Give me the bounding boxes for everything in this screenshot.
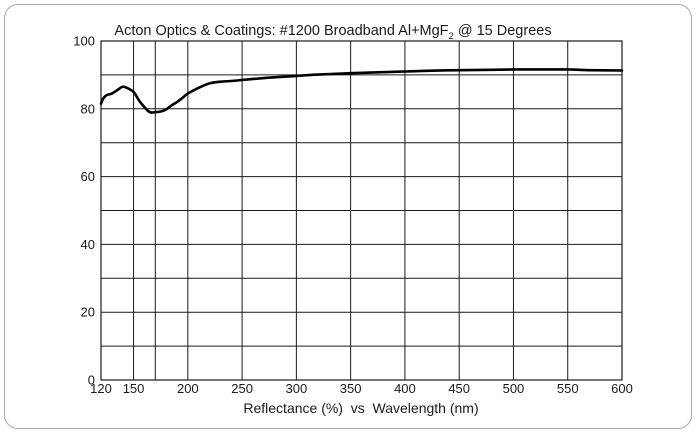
plot-frame [100,40,623,381]
y-tick-label-0: 0 [88,373,95,388]
x-tick-labels: 120 150 200 250 300 350 400 450 500 550 600 [90,381,633,396]
y-tick-label-80: 80 [81,101,95,116]
x-tick-label-200: 200 [177,381,199,396]
chart-title-main: Acton Optics & Coatings: #1200 Broadband… [114,23,448,39]
x-tick-label-350: 350 [340,381,362,396]
chart-title-subscript: 2 [449,31,454,42]
y-tick-label-60: 60 [81,169,95,184]
y-tick-label-20: 20 [81,305,95,320]
x-tick-label-150: 150 [123,381,145,396]
x-tick-label-400: 400 [394,381,416,396]
x-tick-label-300: 300 [286,381,308,396]
x-tick-label-120: 120 [90,381,112,396]
x-tick-label-250: 250 [231,381,253,396]
x-tick-label-500: 500 [503,381,525,396]
x-axis-label: Reflectance (%) vs Wavelength (nm) [243,400,478,416]
x-tick-label-550: 550 [557,381,579,396]
grid-layer [101,41,622,380]
chart-title: Acton Optics & Coatings: #1200 Broadband… [114,23,551,42]
y-tick-label-100: 100 [73,34,95,49]
chart-title-suffix: @ 15 Degrees [454,23,552,39]
y-tick-label-40: 40 [81,237,95,252]
x-tick-label-600: 600 [611,381,633,396]
y-tick-labels: 0 20 40 60 80 100 [73,34,95,388]
x-tick-label-450: 450 [448,381,470,396]
series-line-reflectance [99,68,624,114]
